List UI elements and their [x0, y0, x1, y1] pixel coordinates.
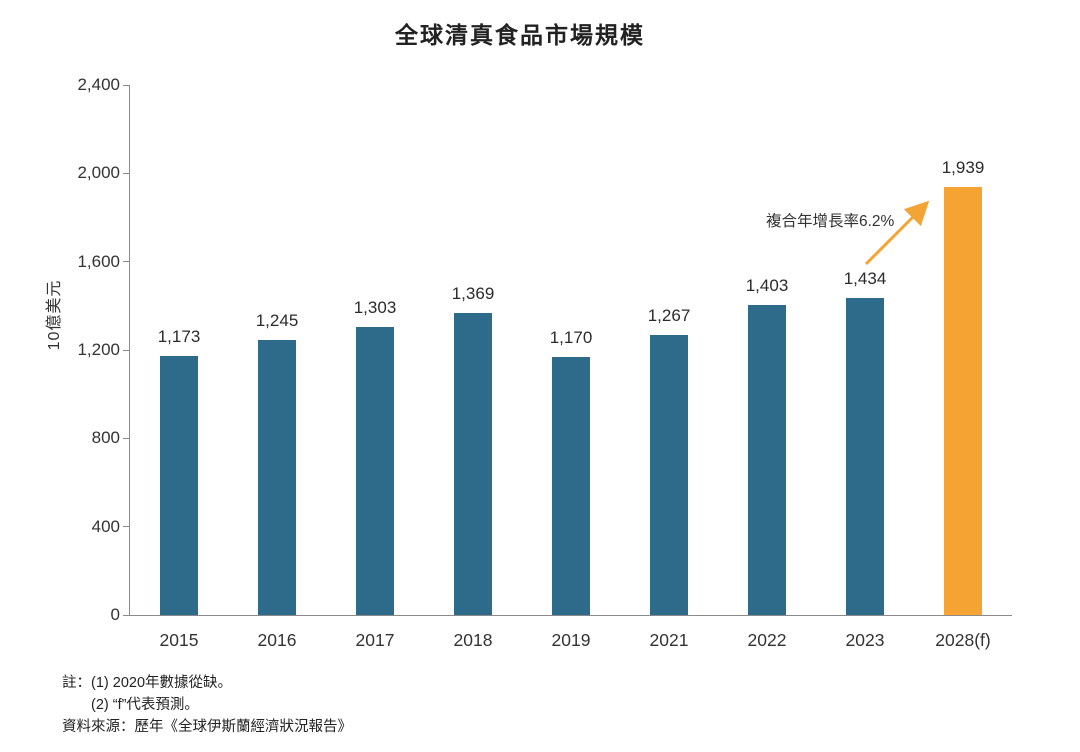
bar-value-2023: 1,434 [843, 269, 887, 289]
x-label-2016: 2016 [257, 630, 297, 650]
x-label-2022: 2022 [747, 630, 787, 650]
y-tick-label: 400 [91, 516, 120, 536]
x-label-2019: 2019 [551, 630, 591, 650]
cagr-arrow [864, 200, 930, 266]
footnote-1: 註：(1) 2020年數據從缺。 [62, 675, 233, 691]
x-label-2021: 2021 [649, 630, 689, 650]
chart-title: 全球清真食品市場規模 [395, 22, 645, 48]
bar-2016 [258, 340, 296, 615]
y-tick-label: 1,200 [77, 340, 120, 359]
y-tick-label: 2,000 [77, 163, 120, 183]
y-tick-mark [123, 261, 130, 263]
bar-2021 [650, 335, 688, 615]
x-label-2028(f): 2028(f) [935, 630, 991, 650]
y-tick-mark [123, 349, 130, 351]
bar-value-2018: 1,369 [451, 283, 495, 303]
plot-area: 0 400 800 1,200 1,600 2,000 2,400 1,173 1,245 1,… [77, 75, 1012, 650]
x-label-2018: 2018 [453, 630, 493, 650]
arrow-line [864, 200, 930, 266]
bar-value-2015: 1,173 [157, 326, 201, 346]
bar-2018 [454, 312, 492, 615]
y-tick-label: 1,600 [77, 251, 120, 271]
footnote-source: 資料來源：歷年《全球伊斯蘭經濟狀況報告》 [62, 719, 352, 735]
y-tick-label: 0 [110, 605, 120, 624]
footnote-2: (2) “f”代表預測。 [91, 697, 199, 713]
x-axis-line [123, 614, 1012, 616]
y-tick-mark [123, 84, 130, 86]
x-label-2017: 2017 [355, 630, 395, 650]
bar-2019 [552, 356, 590, 615]
x-label-2023: 2023 [845, 630, 885, 650]
bar-2015 [160, 355, 198, 615]
x-label-2015: 2015 [159, 630, 199, 650]
bar-value-2022: 1,403 [745, 276, 789, 296]
y-tick-mark [123, 614, 130, 616]
bar-2017 [356, 327, 394, 615]
y-tick-label: 800 [91, 428, 120, 448]
cagr-annotation: 複合年增長率6.2% [766, 213, 895, 230]
bar-2023 [846, 298, 884, 615]
y-tick-mark [123, 172, 130, 174]
bar-value-2019: 1,170 [549, 327, 593, 347]
bar-2028(f) [944, 186, 982, 615]
bar-2022 [748, 305, 786, 615]
footnotes: 註：(1) 2020年數據從缺。 (2) “f”代表預測。 資料來源：歷年《全球… [62, 672, 352, 738]
bar-value-2016: 1,245 [255, 311, 299, 331]
bar-value-2017: 1,303 [353, 298, 397, 318]
bar-value-2021: 1,267 [647, 306, 691, 326]
y-tick-mark [123, 437, 130, 439]
y-tick-label: 2,400 [77, 75, 120, 94]
bar-value-2028(f): 1,939 [941, 157, 985, 177]
y-tick-mark [123, 526, 130, 528]
